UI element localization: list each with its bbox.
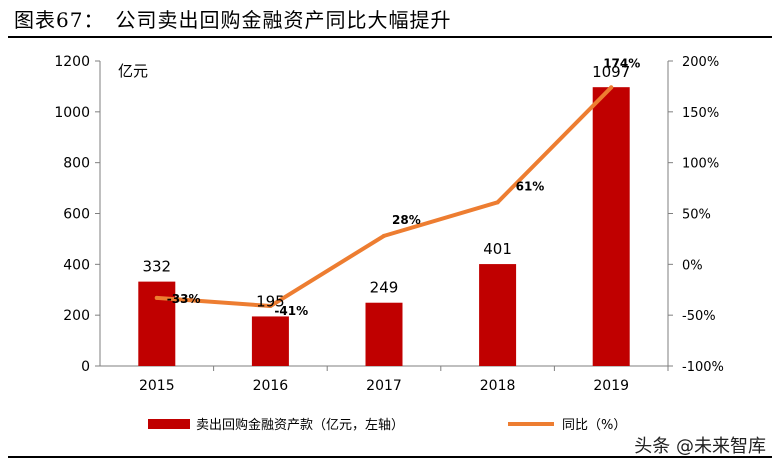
legend: 卖出回购金融资产款（亿元，左轴） 同比（%） (148, 417, 626, 433)
right-tick-label: 100% (682, 157, 719, 172)
legend-bar-swatch (148, 419, 190, 429)
bar-series (138, 87, 630, 366)
left-tick-label: 600 (63, 207, 90, 223)
figure-title: 图表67： 公司卖出回购金融资产同比大幅提升 (14, 8, 452, 32)
left-axis-unit: 亿元 (118, 62, 149, 80)
line-point (268, 304, 273, 309)
bar (592, 87, 630, 366)
right-tick-label: -50% (682, 309, 716, 324)
left-tick-label: 400 (63, 257, 90, 273)
bar-value-label: 1097 (592, 63, 630, 81)
line-point (609, 85, 614, 90)
x-tick-label: 2015 (139, 378, 175, 394)
line-value-label: -33% (167, 292, 201, 306)
axes: 0 200 400 600 800 1000 1200 -100% -50% 0% 50% 100% 1… (54, 54, 724, 394)
line-point (495, 200, 500, 205)
bar (251, 316, 289, 366)
right-tick-label: 0% (682, 258, 703, 273)
left-tick-label: 1200 (54, 54, 90, 70)
bar-value-label: 332 (142, 258, 171, 276)
left-tick-label: 1000 (54, 105, 90, 121)
right-tick-label: 200% (682, 55, 719, 70)
top-rule (8, 36, 772, 38)
line-point (154, 295, 159, 300)
legend-bar-label: 卖出回购金融资产款（亿元，左轴） (196, 417, 404, 433)
right-tick-label: 50% (682, 208, 711, 223)
line-point (382, 233, 386, 238)
left-tick-label: 0 (81, 359, 90, 375)
line-value-label: 174% (603, 56, 640, 70)
x-tick-label: 2017 (366, 378, 402, 394)
watermark: 头条 @未来智库 (634, 436, 766, 457)
bar (479, 264, 517, 366)
line-value-label: 28% (392, 213, 421, 227)
right-tick-label: 150% (682, 106, 719, 121)
x-tick-label: 2019 (593, 378, 629, 394)
line-value-label: -41% (274, 304, 308, 318)
left-tick-label: 800 (63, 156, 90, 172)
x-tick-label: 2016 (253, 378, 289, 394)
line-series (154, 85, 614, 309)
left-tick-label: 200 (63, 308, 90, 324)
line-value-label: 61% (516, 179, 545, 193)
bottom-rule (8, 456, 772, 458)
right-tick-label: -100% (682, 360, 724, 375)
legend-line-label: 同比（%） (562, 418, 626, 433)
x-tick-label: 2018 (480, 378, 516, 394)
bar-value-label: 195 (256, 292, 285, 310)
data-labels: 332 195 249 401 1097 -33% -41% 28% 61% 174% (142, 56, 640, 318)
line-path (154, 85, 614, 309)
bar-value-label: 401 (483, 240, 512, 258)
bar-value-label: 249 (370, 279, 399, 297)
bar (138, 281, 176, 366)
bar (365, 302, 403, 366)
